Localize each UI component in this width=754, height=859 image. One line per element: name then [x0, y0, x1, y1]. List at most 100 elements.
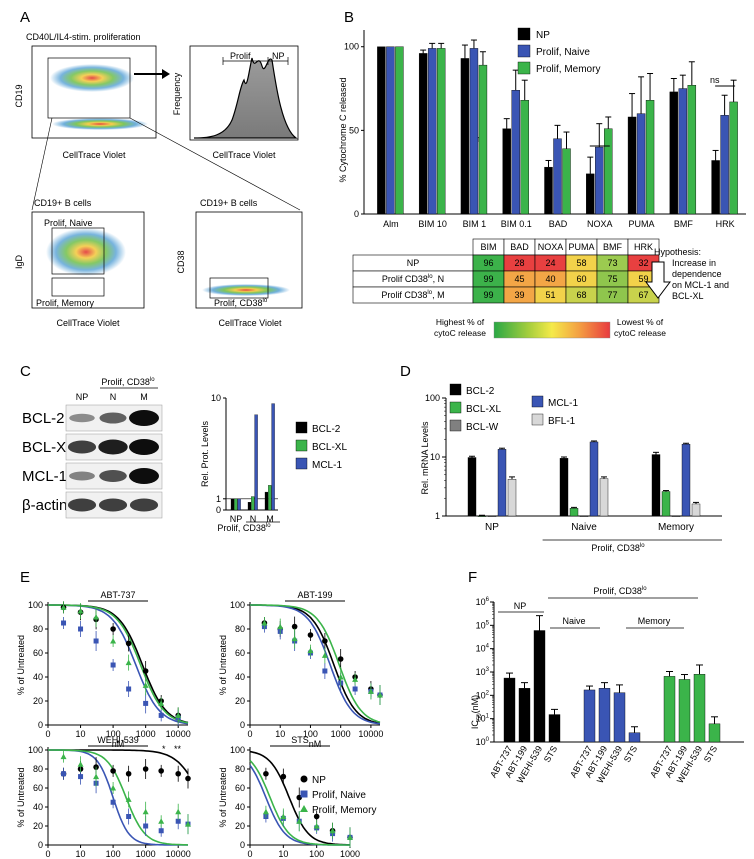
f-y-tick-label: 100 — [476, 737, 490, 747]
zoom-line-right — [129, 117, 301, 211]
c-x-tick-label: NP — [230, 514, 243, 524]
e-y-tick-label: 100 — [230, 600, 245, 610]
b-legend-swatch — [517, 44, 531, 58]
e-y-tick-label: 20 — [33, 696, 43, 706]
panel-label-a: A — [20, 9, 30, 26]
e-point-np — [337, 656, 344, 662]
b-bar — [460, 58, 470, 215]
b-table-value: 58 — [576, 258, 586, 268]
b-ns-2: ns — [710, 75, 720, 85]
b-legend-label: Prolif, Memory — [536, 64, 600, 75]
e-x-tick-label: 10000 — [358, 729, 383, 739]
e-point-naive — [110, 662, 116, 668]
e-x-tick-label: 1000 — [136, 849, 156, 859]
e-point-memory — [277, 623, 284, 630]
b-legend-label: NP — [536, 30, 550, 41]
b-table-value: 40 — [545, 274, 555, 284]
e-point-memory — [142, 808, 149, 815]
d-legend-swatch — [449, 401, 462, 414]
c-legend-label: MCL-1 — [312, 460, 342, 471]
e-point-np — [110, 768, 116, 774]
e-point-np — [110, 626, 116, 632]
gate-cd19 — [47, 57, 131, 119]
e-y-tick-label: 80 — [33, 624, 43, 634]
b-table-row-label: Prolif CD38lo, M — [381, 290, 444, 300]
e-point-naive — [61, 620, 67, 626]
f-y-tick-label: 102 — [476, 690, 490, 700]
panel-label-d: D — [400, 363, 411, 380]
e-point-naive — [175, 818, 181, 824]
blot-band — [129, 498, 159, 512]
d-x-tick-label: Naive — [571, 522, 597, 533]
b-y-tick-label: 0 — [354, 209, 359, 219]
ctv-axis-1: CellTrace Violet — [62, 150, 126, 160]
blot-band — [129, 410, 159, 426]
e-point-naive — [158, 712, 164, 718]
e-star-1: * — [162, 744, 166, 754]
e-point-naive — [143, 823, 149, 829]
c-x-tick-label: M — [266, 514, 274, 524]
e-x-tick-label: 10 — [76, 729, 86, 739]
e-point-np — [158, 768, 164, 774]
b-table-value: 51 — [545, 290, 555, 300]
cd38-axis: CD38 — [176, 250, 186, 273]
e-point-memory — [185, 821, 191, 827]
e-y-label: % of Untreated — [218, 635, 228, 695]
cd38-plot-title: CD19+ B cells — [200, 198, 258, 208]
c-bar — [247, 502, 252, 511]
d-bar — [467, 457, 477, 517]
e-y-tick-label: 20 — [235, 821, 245, 831]
e-legend-label: NP — [312, 775, 326, 786]
d-legend-swatch — [449, 419, 462, 432]
b-x-tick-label: NOXA — [587, 219, 613, 229]
e-subplot-title: ABT-737 — [100, 590, 135, 600]
b-x-tick-label: BIM 10 — [418, 219, 447, 229]
e-x-tick-label: 0 — [247, 729, 252, 739]
d-bar — [477, 515, 487, 517]
b-legend-swatch — [517, 27, 531, 41]
b-table-value: 68 — [576, 290, 586, 300]
e-point-memory — [261, 620, 268, 626]
d-legend-label: MCL-1 — [548, 398, 578, 409]
d-bar — [651, 454, 661, 517]
e-point-np — [142, 668, 149, 674]
b-table-value: 67 — [638, 290, 648, 300]
f-bar — [628, 732, 641, 743]
blot-row-label: β-actin — [22, 497, 67, 514]
d-legend-swatch — [531, 413, 544, 426]
e-point-naive — [110, 799, 116, 805]
d-legend-swatch — [531, 395, 544, 408]
c-bar — [251, 496, 255, 511]
b-bar — [478, 64, 488, 215]
e-point-memory — [352, 676, 359, 682]
e-y-tick-label: 20 — [235, 696, 245, 706]
e-point-memory — [262, 808, 269, 815]
igd-plot-title: CD19+ B cells — [34, 198, 92, 208]
d-x-tick-label: Memory — [658, 522, 694, 533]
flow-cluster-lower — [52, 118, 148, 130]
b-bar — [511, 90, 520, 215]
gradient-right-2: cytoC release — [614, 328, 666, 338]
f-bar — [708, 723, 721, 743]
d-bar — [599, 478, 609, 517]
blot-band — [69, 413, 95, 423]
gate-np-label: NP — [272, 51, 285, 61]
e-point-memory — [329, 827, 336, 834]
b-table-header: BMF — [603, 242, 623, 252]
lane-n: N — [110, 392, 117, 402]
e-y-tick-label: 80 — [33, 764, 43, 774]
b-bar — [469, 48, 479, 215]
e-y-tick-label: 40 — [33, 802, 43, 812]
c-legend-swatch — [295, 439, 308, 452]
f-group-naive: Naive — [562, 616, 585, 626]
b-x-tick-label: PUMA — [629, 219, 655, 229]
e-point-naive — [143, 700, 149, 706]
e-x-tick-label: 1000 — [340, 849, 360, 859]
b-bar — [636, 113, 646, 215]
e-point-naive — [158, 828, 164, 834]
cd38-cluster — [202, 284, 290, 296]
e-x-tick-label: 10000 — [166, 849, 191, 859]
b-table-value: 59 — [638, 274, 648, 284]
e-fit-curve — [48, 749, 189, 846]
c-bar — [234, 498, 238, 511]
